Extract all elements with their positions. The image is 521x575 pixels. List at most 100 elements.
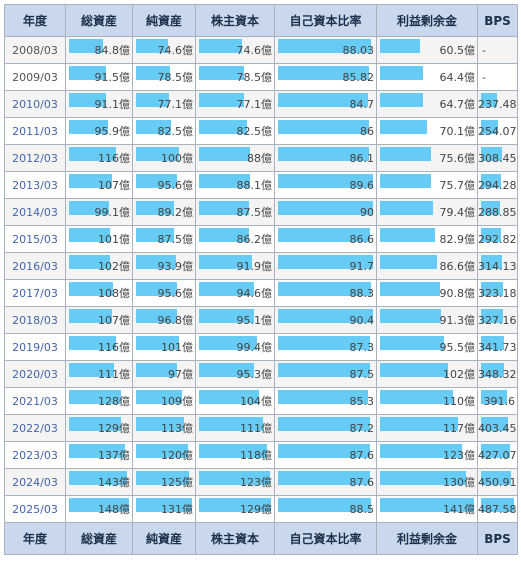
header-year[interactable]: 年度 — [4, 522, 66, 555]
header-retained-earnings[interactable]: 利益剰余金 — [376, 522, 478, 555]
year-link[interactable]: 2011/03 — [4, 117, 66, 145]
cell-value: 87.5億 — [236, 206, 273, 219]
value-bar — [69, 93, 107, 107]
value-bar — [199, 255, 253, 269]
cell-value: 82.9億 — [439, 233, 476, 246]
shareholder-equity-cell: 87.5億 — [195, 198, 275, 226]
value-bar — [380, 336, 444, 350]
year-link[interactable]: 2017/03 — [4, 279, 66, 307]
year-link[interactable]: 2022/03 — [4, 414, 66, 442]
table-row: 2022/03 129億 113億 111億 87.2 117億 403.45 — [4, 414, 518, 442]
cell-value: 102億 — [443, 368, 475, 381]
cell-value: 125億 — [161, 476, 193, 489]
net-assets-cell: 101億 — [132, 333, 196, 361]
value-bar — [481, 201, 501, 215]
value-bar — [69, 228, 110, 242]
header-shareholder-equity[interactable]: 株主資本 — [195, 4, 275, 37]
value-bar — [69, 471, 128, 485]
cell-value: 294.28 — [478, 178, 517, 192]
value-bar — [481, 336, 505, 350]
year-link[interactable]: 2024/03 — [4, 468, 66, 496]
header-total-assets[interactable]: 総資産 — [65, 522, 133, 555]
value-bar — [136, 471, 190, 485]
header-year[interactable]: 年度 — [4, 4, 66, 37]
cell-value: 84.8億 — [94, 44, 131, 57]
value-bar — [199, 282, 254, 296]
header-total-assets[interactable]: 総資産 — [65, 4, 133, 37]
total-assets-cell: 95.9億 — [65, 117, 133, 145]
retained-earnings-cell: 130億 — [376, 468, 478, 496]
header-net-assets[interactable]: 純資産 — [132, 4, 196, 37]
value-bar — [278, 363, 371, 377]
equity-ratio-cell: 85.3 — [274, 387, 377, 415]
value-bar — [199, 309, 254, 323]
value-bar — [380, 174, 431, 188]
year-link[interactable]: 2015/03 — [4, 225, 66, 253]
year-link[interactable]: 2012/03 — [4, 144, 66, 172]
cell-value: 91.5億 — [94, 71, 131, 84]
value-bar — [380, 120, 427, 134]
year-link[interactable]: 2021/03 — [4, 387, 66, 415]
retained-earnings-cell: 90.8億 — [376, 279, 478, 307]
value-bar — [69, 120, 108, 134]
retained-earnings-cell: 117億 — [376, 414, 478, 442]
value-bar — [278, 282, 372, 296]
equity-ratio-cell: 87.2 — [274, 414, 377, 442]
cell-value: 90.8億 — [439, 287, 476, 300]
value-bar — [278, 174, 373, 188]
value-bar — [136, 390, 183, 404]
cell-value: 94.6億 — [236, 287, 273, 300]
cell-value: 86.6 — [349, 232, 375, 246]
value-bar — [481, 417, 509, 431]
cell-value: 74.6億 — [157, 44, 194, 57]
year-link[interactable]: 2013/03 — [4, 171, 66, 199]
shareholder-equity-cell: 74.6億 — [195, 36, 275, 64]
table-row: 2010/03 91.1億 77.1億 77.1億 84.7 64.7億 237.48 — [4, 90, 518, 118]
equity-ratio-cell: 88.3 — [274, 279, 377, 307]
retained-earnings-cell: 141億 — [376, 495, 478, 523]
cell-value: 116億 — [98, 152, 130, 165]
cell-value: 391.6 — [483, 394, 516, 408]
year-link[interactable]: 2014/03 — [4, 198, 66, 226]
cell-value: 427.07 — [478, 448, 517, 462]
cell-value: - — [482, 43, 486, 57]
bps-cell: 348.32 — [477, 360, 518, 388]
value-bar — [278, 471, 371, 485]
header-equity-ratio[interactable]: 自己資本比率 — [274, 4, 377, 37]
year-link[interactable]: 2020/03 — [4, 360, 66, 388]
cell-value: 130億 — [443, 476, 475, 489]
header-bps[interactable]: BPS — [477, 522, 518, 555]
year-link[interactable]: 2010/03 — [4, 90, 66, 118]
bps-cell: 323.18 — [477, 279, 518, 307]
year-link[interactable]: 2023/03 — [4, 441, 66, 469]
header-shareholder-equity[interactable]: 株主資本 — [195, 522, 275, 555]
value-bar — [278, 255, 373, 269]
cell-value: 101億 — [161, 341, 193, 354]
cell-value: 118億 — [240, 449, 272, 462]
total-assets-cell: 107億 — [65, 306, 133, 334]
header-net-assets[interactable]: 純資産 — [132, 522, 196, 555]
table-row: 2018/03 107億 96.8億 95.1億 90.4 91.3億 327.16 — [4, 306, 518, 334]
header-retained-earnings[interactable]: 利益剰余金 — [376, 4, 478, 37]
value-bar — [136, 66, 170, 80]
cell-value: 93.9億 — [157, 260, 194, 273]
value-bar — [69, 444, 125, 458]
year-link[interactable]: 2016/03 — [4, 252, 66, 280]
year-link: 2009/03 — [4, 63, 66, 91]
cell-value: 288.85 — [478, 205, 517, 219]
bps-cell: 254.07 — [477, 117, 518, 145]
bps-cell: 487.58 — [477, 495, 518, 523]
header-equity-ratio[interactable]: 自己資本比率 — [274, 522, 377, 555]
cell-value: 131億 — [161, 503, 193, 516]
shareholder-equity-cell: 99.4億 — [195, 333, 275, 361]
net-assets-cell: 74.6億 — [132, 36, 196, 64]
header-bps[interactable]: BPS — [477, 4, 518, 37]
value-bar — [199, 444, 267, 458]
value-bar — [136, 282, 177, 296]
year-link[interactable]: 2025/03 — [4, 495, 66, 523]
total-assets-cell: 143億 — [65, 468, 133, 496]
year-link[interactable]: 2018/03 — [4, 306, 66, 334]
cell-value: 292.82 — [478, 232, 517, 246]
cell-value: 237.48 — [478, 97, 517, 111]
year-link[interactable]: 2019/03 — [4, 333, 66, 361]
